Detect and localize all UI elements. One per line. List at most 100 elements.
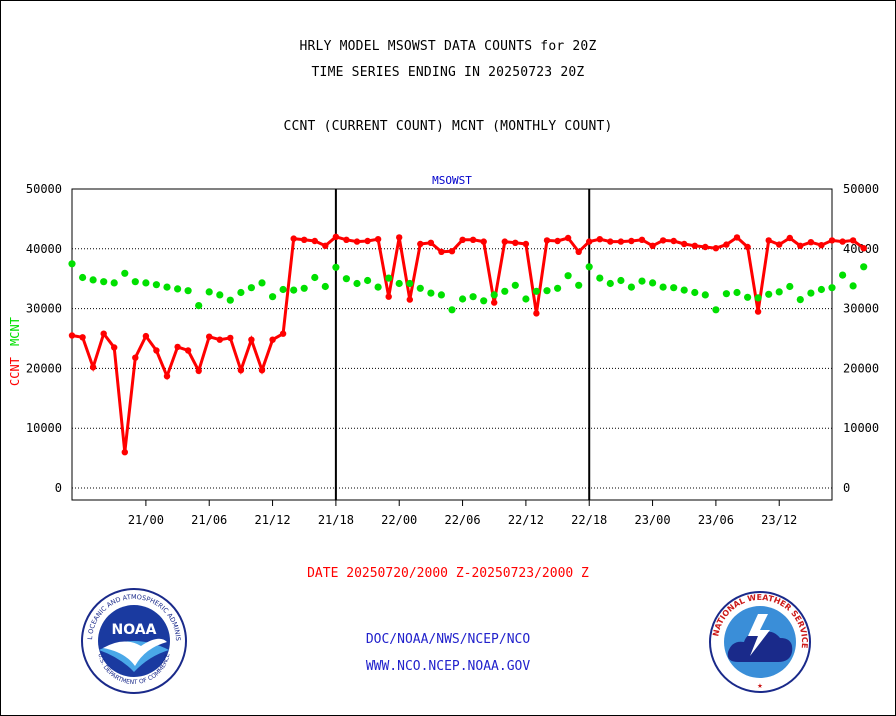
mcnt-point (184, 287, 192, 295)
mcnt-point (575, 281, 583, 289)
ccnt-point (733, 234, 741, 241)
ccnt-point (659, 237, 667, 244)
ccnt-point (543, 237, 551, 244)
ccnt-point (754, 308, 762, 315)
ccnt-point (385, 293, 392, 300)
x-tick-label: 23/12 (761, 513, 797, 527)
y-axis-label-ccnt: CCNT (8, 357, 22, 386)
ccnt-point (227, 334, 234, 342)
ccnt-point (723, 241, 730, 248)
mcnt-point (680, 286, 688, 294)
mcnt-point (427, 289, 435, 297)
y-tick-label-left: 10000 (26, 421, 62, 435)
mcnt-point (860, 263, 868, 271)
ccnt-point (184, 347, 192, 354)
plot-area-border (71, 188, 833, 501)
mcnt-point (522, 295, 530, 303)
ccnt-point (206, 333, 213, 340)
mcnt-point (121, 269, 129, 277)
mcnt-point (786, 282, 794, 291)
mcnt-point (448, 306, 456, 314)
y-tick-label-right: 20000 (843, 361, 879, 375)
x-tick-label: 22/00 (381, 513, 417, 527)
mcnt-point (564, 272, 572, 280)
ccnt-point (533, 310, 540, 317)
ccnt-point (776, 241, 783, 248)
mcnt-point (174, 285, 182, 293)
ccnt-point (248, 336, 255, 343)
ccnt-point (744, 243, 751, 251)
noaa-label: NOAA (112, 622, 157, 638)
mcnt-point (311, 273, 319, 282)
ccnt-point (427, 239, 435, 246)
mcnt-point (606, 279, 614, 288)
ccnt-point (575, 248, 582, 255)
website-link[interactable]: WWW.NCO.NCEP.NOAA.GOV (365, 659, 531, 674)
ccnt-point (290, 235, 297, 242)
ccnt-point (765, 237, 772, 244)
x-tick-label: 21/06 (191, 513, 227, 527)
ccnt-point (617, 238, 625, 245)
mcnt-point (342, 275, 350, 283)
x-tick-label: 23/06 (698, 513, 734, 527)
mcnt-point (670, 284, 678, 292)
ccnt-point (628, 237, 635, 245)
x-tick-label: 22/18 (571, 513, 607, 527)
mcnt-point (216, 291, 224, 299)
ccnt-point (797, 242, 804, 249)
mcnt-point (511, 281, 519, 289)
mcnt-point (691, 288, 699, 297)
mcnt-point (110, 279, 118, 287)
ccnt-point (512, 239, 519, 246)
ccnt-point (818, 242, 825, 249)
mcnt-point (585, 263, 593, 271)
mcnt-point (385, 274, 393, 282)
ccnt-point (860, 245, 867, 252)
mcnt-point (543, 287, 551, 295)
mcnt-point (152, 281, 160, 289)
ccnt-point (491, 299, 498, 306)
ccnt-point (681, 240, 688, 248)
mcnt-point (364, 276, 372, 285)
mcnt-point (469, 293, 477, 301)
mcnt-point (701, 291, 709, 299)
ccnt-point (111, 344, 118, 351)
ccnt-point (828, 237, 836, 244)
mcnt-point (754, 294, 762, 302)
ccnt-point (100, 330, 107, 337)
mcnt-point (532, 287, 541, 295)
mcnt-point (807, 289, 815, 297)
mcnt-point (258, 279, 266, 287)
ccnt-point (501, 238, 508, 245)
ccnt-point (322, 242, 329, 249)
ccnt-point (195, 367, 202, 374)
mcnt-point (406, 279, 414, 288)
ccnt-point (406, 296, 413, 303)
mcnt-point (131, 278, 139, 286)
ccnt-point (153, 347, 160, 354)
mcnt-point (300, 284, 308, 292)
nws-star-icon: ★ (757, 681, 763, 691)
mcnt-point (712, 306, 720, 314)
y-tick-label-left: 40000 (26, 242, 62, 256)
mcnt-point (68, 260, 76, 268)
ccnt-point (68, 332, 76, 339)
ccnt-point (670, 237, 677, 245)
ccnt-point (79, 334, 86, 341)
y-tick-label-left: 30000 (26, 302, 62, 316)
mcnt-point (247, 284, 255, 292)
ccnt-point (459, 236, 466, 243)
mcnt-point (395, 279, 403, 288)
mcnt-point (659, 283, 667, 291)
ccnt-point (216, 336, 223, 343)
ccnt-point (417, 240, 424, 248)
ccnt-point (522, 240, 530, 248)
date-range: DATE 20250720/2000 Z-20250723/2000 Z (307, 566, 589, 581)
y-tick-label-right: 0 (843, 481, 850, 495)
ccnt-point (480, 238, 487, 245)
ccnt-point (638, 236, 646, 243)
x-tick-label: 22/12 (508, 513, 544, 527)
ccnt-point (702, 243, 709, 251)
ccnt-point (849, 237, 857, 244)
